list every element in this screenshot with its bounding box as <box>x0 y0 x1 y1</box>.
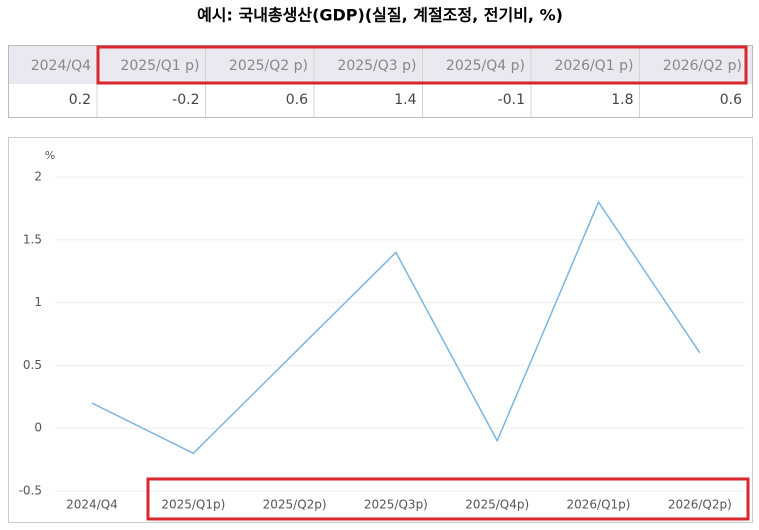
table-value-cell: 1.4 <box>394 92 416 108</box>
x-tick-label: 2025/Q1p) <box>161 498 225 512</box>
table-value-cell: -0.2 <box>172 92 199 108</box>
table-header-cell: 2024/Q4 <box>31 58 91 74</box>
chart-frame <box>8 137 753 523</box>
table-header-cell: 2025/Q1 p) <box>120 58 199 74</box>
table-value-cell: 0.2 <box>69 92 91 108</box>
y-tick-label: 1.5 <box>23 232 42 246</box>
page-title: 예시: 국내총생산(GDP)(실질, 계절조정, 전기비, %) <box>197 6 563 25</box>
y-axis-unit: % <box>45 149 55 162</box>
table-header-cell: 2025/Q3 p) <box>337 58 416 74</box>
table-value-cell: 1.8 <box>611 92 633 108</box>
y-tick-label: 2 <box>34 170 42 184</box>
x-tick-label: 2026/Q1p) <box>567 498 631 512</box>
x-tick-label: 2026/Q2p) <box>668 498 732 512</box>
y-tick-label: 1 <box>34 295 42 309</box>
table-header-cell: 2025/Q2 p) <box>229 58 308 74</box>
x-tick-label: 2025/Q2p) <box>263 498 327 512</box>
y-tick-label: 0 <box>34 421 42 435</box>
table-header-cell: 2026/Q1 p) <box>554 58 633 74</box>
x-tick-label: 2025/Q3p) <box>364 498 428 512</box>
highlight-box <box>96 45 748 85</box>
highlight-box <box>146 477 750 521</box>
x-tick-label: 2025/Q4p) <box>465 498 529 512</box>
x-tick-label: 2024/Q4 <box>66 498 118 512</box>
table-value-cell: 0.6 <box>286 92 308 108</box>
table-header-bg <box>9 46 752 84</box>
table-header-cell: 2025/Q4 p) <box>446 58 525 74</box>
y-tick-label: -0.5 <box>19 484 42 498</box>
table-value-cell: 0.6 <box>720 92 742 108</box>
table-header-cell: 2026/Q2 p) <box>663 58 742 74</box>
data-line <box>91 200 701 455</box>
table-value-cell: -0.1 <box>498 92 525 108</box>
y-tick-label: 0.5 <box>23 358 42 372</box>
